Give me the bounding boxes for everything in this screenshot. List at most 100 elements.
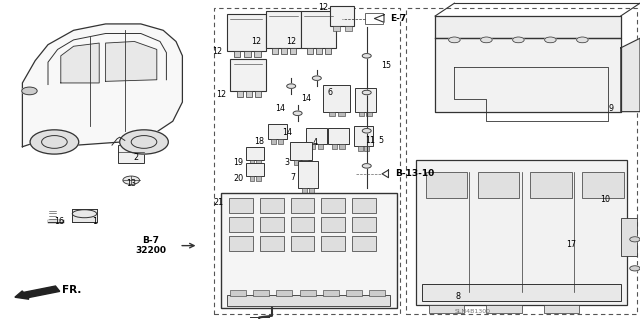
Bar [309,188,314,193]
Bar [294,160,300,165]
Bar [406,8,637,314]
Bar [330,6,354,26]
Bar [118,145,144,163]
Bar [352,217,376,232]
Text: 1: 1 [92,217,97,226]
Text: 12: 12 [318,4,328,12]
Bar [369,290,385,296]
Circle shape [312,76,321,80]
Bar [255,91,261,97]
Bar [237,91,243,97]
Bar [291,236,314,251]
Bar [260,217,284,232]
Polygon shape [106,41,157,81]
Circle shape [120,130,168,154]
Text: 5: 5 [378,136,383,145]
Bar [317,144,323,149]
Bar [229,236,253,251]
Text: 21: 21 [214,198,224,207]
Text: 14: 14 [301,94,311,103]
Bar [367,112,372,116]
Bar [229,217,253,232]
Circle shape [362,129,371,133]
Text: 12: 12 [216,90,226,99]
Bar [246,91,252,97]
Circle shape [123,176,140,184]
Text: 7: 7 [291,173,296,182]
Text: 12: 12 [286,37,296,46]
Bar [355,88,376,112]
Text: B-13-10: B-13-10 [395,169,434,178]
Text: 2: 2 [134,153,139,162]
Text: 20: 20 [233,174,243,183]
Bar [221,193,397,308]
Text: 13: 13 [126,179,136,188]
Circle shape [545,37,556,43]
Circle shape [30,130,79,154]
Bar [358,146,362,151]
Bar [244,51,251,57]
Bar [328,128,349,144]
Bar [290,48,296,54]
Bar [530,172,572,198]
Bar [306,128,327,144]
Bar [321,217,345,232]
Bar [246,147,264,160]
Text: 6: 6 [327,88,332,97]
Ellipse shape [72,210,97,218]
Bar [260,236,284,251]
Bar [339,144,344,149]
Bar [486,305,522,313]
Bar [250,176,255,181]
Text: E-7: E-7 [390,14,406,23]
Polygon shape [61,43,99,83]
Bar [365,13,383,24]
Bar [234,51,241,57]
Bar [323,290,339,296]
Bar [328,112,335,116]
Bar [352,236,376,251]
Bar [246,163,264,176]
Bar [422,284,621,301]
Bar [300,290,316,296]
Bar [229,198,253,213]
Text: 16: 16 [54,217,65,226]
Bar [256,176,260,181]
Polygon shape [435,38,621,112]
Text: 10: 10 [600,195,610,204]
Bar [276,290,292,296]
Bar [291,217,314,232]
Bar [307,48,314,54]
Bar [227,295,390,306]
Bar [325,48,332,54]
Bar [346,290,362,296]
Bar [260,198,284,213]
Bar [321,236,345,251]
Circle shape [449,37,460,43]
Circle shape [513,37,524,43]
Bar [301,11,336,48]
Text: 12: 12 [251,37,261,46]
Bar [268,124,287,139]
Text: 4: 4 [313,138,318,147]
Circle shape [362,90,371,95]
Bar [230,290,246,296]
Polygon shape [374,15,384,22]
Circle shape [577,37,588,43]
Bar [365,146,369,151]
Circle shape [481,37,492,43]
Text: 3: 3 [284,158,289,167]
Bar [290,142,312,160]
Bar [214,8,400,314]
Bar [346,26,352,31]
Bar [266,11,301,48]
FancyArrow shape [15,286,60,299]
Bar [316,48,323,54]
Circle shape [287,84,296,88]
Bar [332,144,337,149]
Bar [271,139,276,144]
Polygon shape [382,170,388,178]
Text: 14: 14 [282,128,292,137]
Circle shape [22,87,37,95]
Text: 8: 8 [455,292,460,301]
